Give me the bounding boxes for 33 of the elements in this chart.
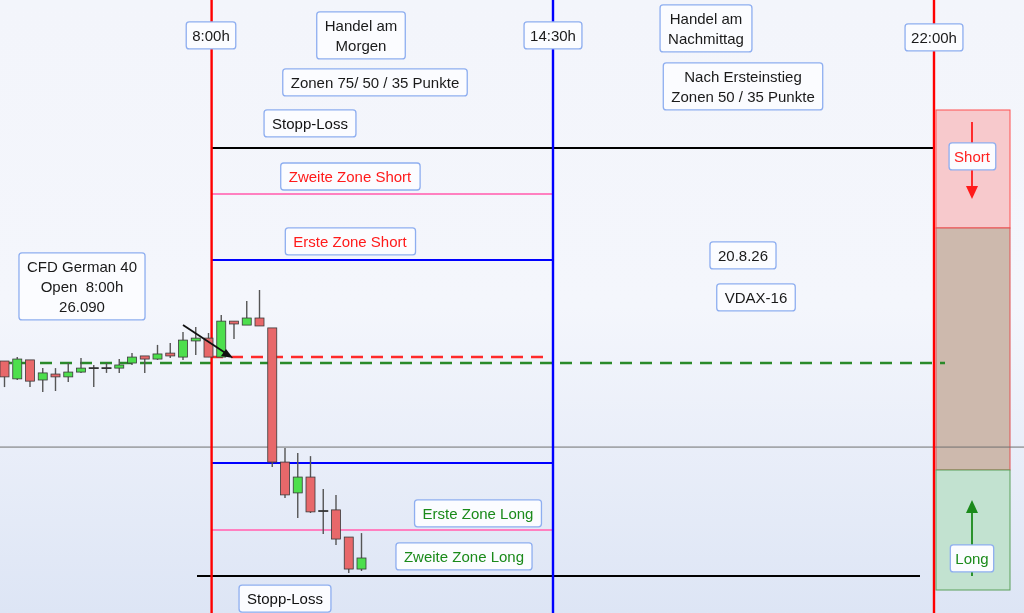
candlestick — [254, 289, 265, 327]
ref-line-label: Stopp-Loss — [272, 114, 348, 132]
text: Short — [954, 147, 991, 165]
candlestick — [317, 488, 330, 535]
text: 22:00h — [911, 28, 957, 46]
candlestick — [356, 532, 367, 572]
ref-line-label: Stopp-Loss — [247, 590, 323, 608]
candlestick — [178, 331, 188, 361]
candlestick — [0, 360, 10, 388]
candlestick — [50, 367, 61, 392]
text: Nach Ersteinstieg Zonen 50 / 35 Punkte — [671, 67, 815, 105]
candlestick — [229, 320, 239, 340]
text: Handel am Nachmittag — [668, 9, 744, 47]
candlestick — [37, 367, 48, 393]
text: 14:30h — [530, 26, 576, 44]
text: Zonen 75/ 50 / 35 Punkte — [290, 73, 460, 91]
candlestick — [190, 326, 201, 356]
ref-line-label: Zweite Zone Long — [403, 547, 525, 565]
ref-line-label: Zweite Zone Short — [288, 168, 413, 186]
text: Handel am Morgen — [324, 16, 398, 54]
candlestick — [241, 300, 252, 326]
candlestick — [87, 364, 100, 388]
candlestick — [12, 356, 23, 381]
annotation: CFD German 40 Open 8:00h 26.090 — [26, 257, 138, 315]
candlestick — [63, 362, 74, 383]
text: 8:00h — [192, 26, 230, 44]
text: 20.8.26 — [717, 246, 769, 264]
candlestick — [292, 452, 303, 519]
ref-line-label: Erste Zone Short — [293, 232, 408, 250]
text: Long — [955, 549, 989, 567]
text: VDAX-16 — [724, 288, 788, 306]
candlestick — [25, 359, 35, 388]
ref-line-label: Erste Zone Long — [422, 504, 534, 522]
